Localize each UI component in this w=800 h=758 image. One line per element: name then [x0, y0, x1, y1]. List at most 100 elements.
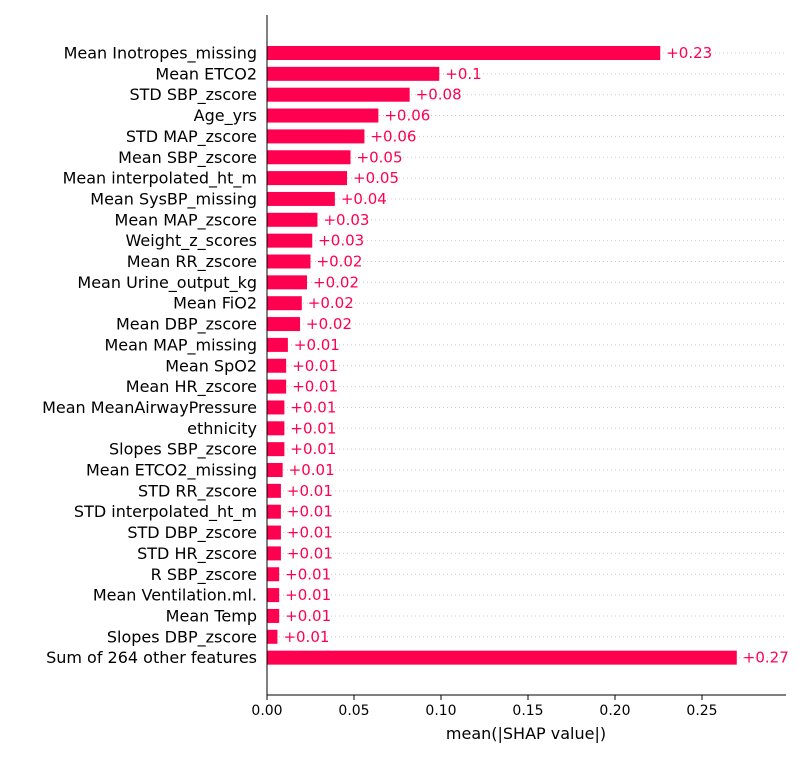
bar	[267, 525, 281, 540]
bar	[267, 233, 313, 248]
bar	[267, 66, 440, 81]
bar	[267, 46, 661, 60]
category-label: Age_yrs	[194, 106, 257, 126]
x-tick-label: 0.05	[338, 703, 369, 719]
bar	[267, 421, 285, 436]
value-label: +0.01	[287, 503, 333, 521]
category-label: Mean MeanAirwayPressure	[42, 398, 257, 417]
value-label: +0.03	[323, 211, 369, 229]
category-label: Mean SysBP_missing	[90, 189, 257, 209]
category-label: STD interpolated_ht_m	[74, 502, 257, 522]
value-label: +0.02	[317, 253, 363, 271]
x-tick-label: 0.10	[425, 703, 456, 719]
bar	[267, 212, 318, 227]
value-label: +0.02	[313, 273, 359, 291]
value-label: +0.01	[285, 607, 331, 625]
value-label: +0.06	[370, 127, 416, 145]
bar	[267, 504, 281, 519]
value-label: +0.1	[445, 65, 481, 83]
category-label: Mean SBP_zscore	[118, 148, 257, 168]
value-label: +0.01	[289, 461, 335, 479]
value-label: +0.01	[290, 398, 336, 416]
bar	[267, 254, 311, 269]
category-label: Mean SpO2	[165, 356, 257, 375]
bar	[267, 588, 280, 603]
bar-layer	[267, 46, 737, 665]
value-label: +0.02	[306, 315, 352, 333]
category-label: Mean ETCO2_missing	[86, 461, 257, 481]
x-tick-label: 0.20	[599, 703, 630, 719]
category-label: Mean ETCO2	[155, 64, 257, 83]
value-label: +0.01	[294, 336, 340, 354]
value-label: +0.01	[287, 524, 333, 542]
bar	[267, 483, 281, 498]
value-label: +0.02	[308, 294, 354, 312]
category-label: Mean DBP_zscore	[116, 315, 257, 335]
value-label-layer: +0.23 +0.1 +0.08 +0.06 +0.06 +0.05 +0.05 +0.04 +…	[283, 44, 788, 667]
value-label: +0.04	[341, 190, 387, 208]
value-label: +0.03	[318, 232, 364, 250]
category-label: Mean Ventilation.ml.	[93, 586, 257, 605]
category-label: Mean HR_zscore	[126, 377, 257, 397]
category-label: STD RR_zscore	[138, 481, 257, 501]
category-label: Slopes SBP_zscore	[109, 440, 257, 460]
bar	[267, 608, 280, 623]
category-label: Mean RR_zscore	[127, 252, 257, 272]
value-label: +0.01	[285, 565, 331, 583]
value-label: +0.05	[353, 169, 399, 187]
value-label: +0.23	[666, 44, 712, 62]
category-label: Mean Urine_output_kg	[77, 273, 257, 293]
bar	[267, 629, 278, 644]
bar	[267, 129, 365, 144]
value-label: +0.01	[287, 482, 333, 500]
x-tick-layer: 0.00 0.05 0.10 0.15 0.20 0.25	[251, 695, 718, 719]
bar	[267, 171, 348, 186]
bar	[267, 275, 308, 290]
value-label: +0.01	[283, 628, 329, 646]
grid-layer	[267, 52, 786, 659]
category-label: STD HR_zscore	[137, 544, 257, 564]
bar	[267, 546, 281, 561]
value-label: +0.01	[285, 586, 331, 604]
bar	[267, 150, 351, 165]
bar	[267, 296, 302, 311]
x-tick-label: 0.15	[512, 703, 543, 719]
value-label: +0.01	[287, 544, 333, 562]
value-label: +0.01	[292, 357, 338, 375]
bar	[267, 358, 287, 373]
category-label: STD SBP_zscore	[129, 85, 257, 105]
value-label: +0.01	[290, 419, 336, 437]
category-label: Mean Inotropes_missing	[64, 44, 257, 64]
category-label: R SBP_zscore	[151, 565, 257, 585]
category-label: Sum of 264 other features	[46, 648, 257, 667]
value-label: +0.05	[357, 148, 403, 166]
category-label: ethnicity	[187, 419, 257, 438]
bar	[267, 400, 285, 415]
category-label: Slopes DBP_zscore	[107, 627, 257, 647]
category-label: STD MAP_zscore	[126, 127, 257, 147]
x-tick-label: 0.25	[686, 703, 717, 719]
category-label: STD DBP_zscore	[127, 523, 257, 543]
bar	[267, 379, 287, 394]
x-tick-label: 0.00	[251, 703, 282, 719]
value-label: +0.08	[416, 86, 462, 104]
bar	[267, 567, 280, 582]
category-label: Weight_z_scores	[126, 231, 257, 251]
category-label: Mean MAP_zscore	[115, 210, 257, 230]
category-label: Mean FiO2	[173, 294, 257, 313]
bar	[267, 463, 283, 477]
bar	[267, 442, 285, 457]
value-label: +0.01	[290, 440, 336, 458]
bar	[267, 87, 410, 102]
value-label: +0.27	[743, 649, 789, 667]
category-label: Mean MAP_missing	[104, 335, 257, 355]
category-label: Mean Temp	[166, 606, 257, 625]
bar	[267, 337, 288, 352]
category-label: Mean interpolated_ht_m	[63, 169, 257, 189]
value-label: +0.06	[384, 107, 430, 125]
bar	[267, 191, 335, 206]
value-label: +0.01	[292, 378, 338, 396]
bar	[267, 317, 301, 332]
